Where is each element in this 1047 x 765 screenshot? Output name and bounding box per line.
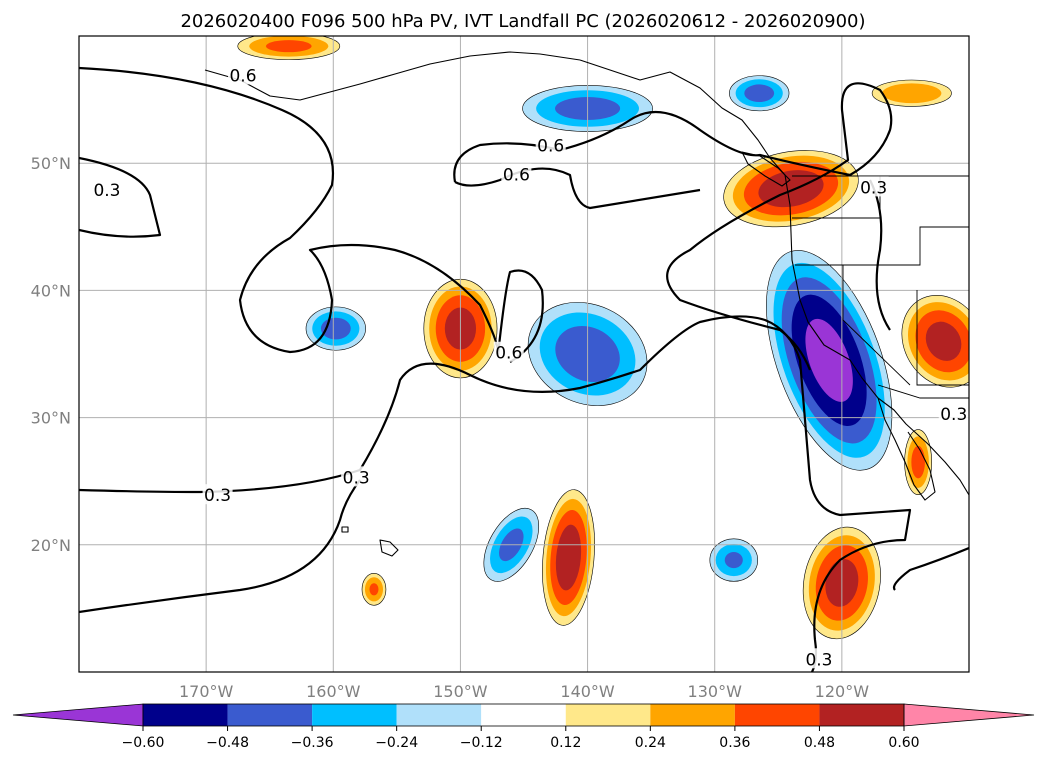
graticule <box>79 36 969 672</box>
contour-label: 0.6 <box>229 66 256 86</box>
colorbar: −0.60 −0.48 −0.36 −0.24 −0.12 0.12 0.24 0.36 0.4… <box>12 703 1035 751</box>
map-frame <box>78 35 970 673</box>
ivt-region-mexico-positive <box>904 429 932 495</box>
pv-contour-0.3-west <box>79 156 162 238</box>
hawaii-island <box>379 539 399 557</box>
ivt-band-0.48 <box>925 321 962 361</box>
colorbar-tick-label: 0.48 <box>804 735 835 751</box>
ivt-band-0.48 <box>555 524 582 591</box>
contour-label-bg <box>202 484 233 505</box>
contour-label-bg <box>228 64 259 85</box>
lon-tick-label: 120°W <box>815 682 870 701</box>
colorbar-segment <box>312 704 397 726</box>
colorbar-tick-label: 0.60 <box>888 735 919 751</box>
alaska-coast <box>204 51 581 101</box>
colorbar-segment <box>227 704 313 726</box>
lat-tick-label: 40°N <box>31 281 71 300</box>
state-line-arizona <box>916 290 969 386</box>
lon-tick-label: 140°W <box>560 682 615 701</box>
ivt-region-hawaii-east-negative <box>709 538 759 582</box>
lon-tick-label: 170°W <box>179 682 234 701</box>
ivt-band-0.36 <box>265 40 312 53</box>
colorbar-tick-label: 0.36 <box>719 735 750 751</box>
lat-tick-label: 30°N <box>31 409 71 428</box>
ivt-band-0.36 <box>724 552 743 569</box>
ivt-region-california-negative <box>766 250 893 471</box>
colorbar-segment <box>481 704 566 726</box>
contour-label: 0.3 <box>204 486 231 506</box>
contour-label: 0.3 <box>343 468 370 488</box>
lat-tick-label: 20°N <box>31 536 71 555</box>
contour-label-bg <box>501 163 532 184</box>
contour-label: 0.3 <box>940 405 967 425</box>
contour-label-bg <box>91 178 122 199</box>
colorbar-tick-label: 0.24 <box>635 735 666 751</box>
colorbar-segment <box>650 704 735 726</box>
contour-label: 0.3 <box>805 650 832 670</box>
ivt-region-west-negative <box>305 306 366 351</box>
colorbar-extend-high <box>903 703 1035 727</box>
state-line-oregon-california <box>795 226 969 266</box>
contour-label-bg <box>803 648 834 669</box>
pv-contour-0.3-mexico <box>892 546 969 591</box>
ivt-band-0.24 <box>882 83 942 104</box>
contour-label: 0.3 <box>93 181 120 201</box>
vancouver-island <box>741 151 791 187</box>
pv-contour-0.3-tropics <box>79 479 361 614</box>
pv-contour-labels: 0.6 0.6 0.6 0.6 0.3 0.3 0.3 0.3 0.3 0.3 <box>91 64 969 670</box>
baja-peninsula <box>877 397 936 501</box>
contour-label: 0.6 <box>503 166 530 186</box>
lon-tick-label: 150°W <box>433 682 488 701</box>
contour-label-bg <box>535 134 566 155</box>
coastlines <box>204 51 969 557</box>
colorbar-extend-low <box>12 703 144 727</box>
kauai-island <box>341 526 349 533</box>
map-axes: 50°N 40°N 30°N 20°N 170°W 160°W 150°W 140°W 130°… <box>31 154 870 701</box>
colorbar-segment <box>143 704 228 726</box>
contour-label: 0.6 <box>495 344 522 364</box>
colorbar-segment <box>565 704 651 726</box>
colorbar-tick-label: −0.24 <box>375 735 418 751</box>
ivt-band-0.36 <box>911 445 925 479</box>
contour-label-bg <box>493 341 524 362</box>
colorbar-tick-label: 0.12 <box>550 735 581 751</box>
pv-contour-0.3-interior <box>869 179 891 331</box>
colorbar-tick-label: −0.36 <box>291 735 334 751</box>
ivt-region-nw-coast-positive <box>871 79 952 107</box>
ivt-region-southwest-us-positive <box>901 295 969 388</box>
pv-contour-0.6-alaska <box>79 66 544 363</box>
ivt-region-bc-negative <box>729 75 790 112</box>
ivt-region-hawaii-positive <box>361 573 387 606</box>
colorbar-tick-label: −0.60 <box>122 735 165 751</box>
contour-label-bg <box>341 466 372 487</box>
contour-label-bg <box>858 176 889 197</box>
lat-tick-label: 50°N <box>31 154 71 173</box>
colorbar-segment <box>396 704 482 726</box>
pv-contour-0.6-gulf <box>454 167 701 210</box>
ivt-band-0.36 <box>744 84 775 103</box>
state-line-nevada <box>842 265 911 386</box>
colorbar-tick-label: −0.48 <box>206 735 249 751</box>
contour-label: 0.3 <box>860 178 887 198</box>
chart-title: 2026020400 F096 500 hPa PV, IVT Landfall… <box>180 11 865 32</box>
colorbar-tick-label: −0.12 <box>460 735 503 751</box>
colorbar-segment <box>734 704 820 726</box>
contour-label: 0.6 <box>537 136 564 156</box>
colorbar-segment <box>819 704 904 726</box>
us-mexico-border <box>877 384 969 399</box>
lon-tick-label: 130°W <box>688 682 743 701</box>
ivt-band-0.36 <box>369 583 379 596</box>
ivt-region-tropical-positive <box>542 489 595 626</box>
colorbar-outline <box>142 703 905 727</box>
north-america-west-coast <box>579 59 969 496</box>
ivt-band-0.60 <box>805 318 853 402</box>
pv-contour-0.6-north <box>453 82 893 371</box>
ivt-region-alaska-positive <box>237 36 341 60</box>
contour-label-bg <box>938 402 969 423</box>
lon-tick-label: 160°W <box>306 682 361 701</box>
